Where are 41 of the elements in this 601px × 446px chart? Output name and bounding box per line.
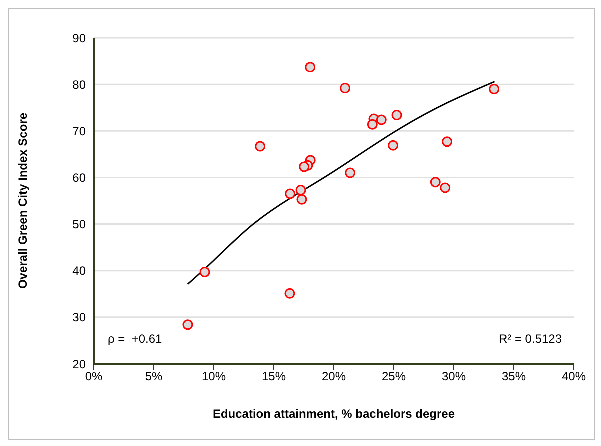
point <box>489 84 500 94</box>
point <box>376 114 387 126</box>
x-tick-label: 30% <box>442 370 466 384</box>
line-series <box>187 81 496 286</box>
point <box>182 320 194 330</box>
annotation: ρ = +0.61 <box>108 332 162 346</box>
y-tick-label: 30 <box>72 310 86 325</box>
y-tick-label: 40 <box>72 264 86 278</box>
point <box>442 136 453 148</box>
x-tick-label: 10% <box>202 370 226 384</box>
y-tick-label: 90 <box>72 31 86 46</box>
point <box>340 83 351 94</box>
y-tick-label: 70 <box>72 124 86 138</box>
y-tick-label: 50 <box>72 218 86 232</box>
point <box>296 194 308 205</box>
y-tick-label: 80 <box>72 78 86 92</box>
x-tick-label: 40% <box>562 370 586 384</box>
x-tick-label: 5% <box>145 370 163 384</box>
x-tick-label: 15% <box>262 370 286 384</box>
point <box>430 177 441 188</box>
point <box>367 119 378 130</box>
x-tick-label: 25% <box>382 370 406 384</box>
point <box>299 162 310 172</box>
y-tick-label: 20 <box>72 357 86 372</box>
point <box>305 62 316 73</box>
y-tick-label: 60 <box>72 170 86 185</box>
point <box>345 168 356 178</box>
x-tick-label: 0% <box>85 370 103 384</box>
point <box>284 288 296 299</box>
x-tick-label: 20% <box>322 370 346 384</box>
point <box>255 141 266 152</box>
y-axis-title: Overall Green City Index Score <box>16 112 30 290</box>
point <box>440 182 451 194</box>
point <box>388 140 399 151</box>
point <box>296 185 306 196</box>
point <box>392 110 402 121</box>
point <box>200 267 210 278</box>
x-tick-label: 35% <box>502 370 526 384</box>
annotation: R² = 0.5123 <box>498 332 562 346</box>
point <box>285 188 296 200</box>
x-axis-title: Education attainment, % bachelors degree <box>212 407 456 421</box>
